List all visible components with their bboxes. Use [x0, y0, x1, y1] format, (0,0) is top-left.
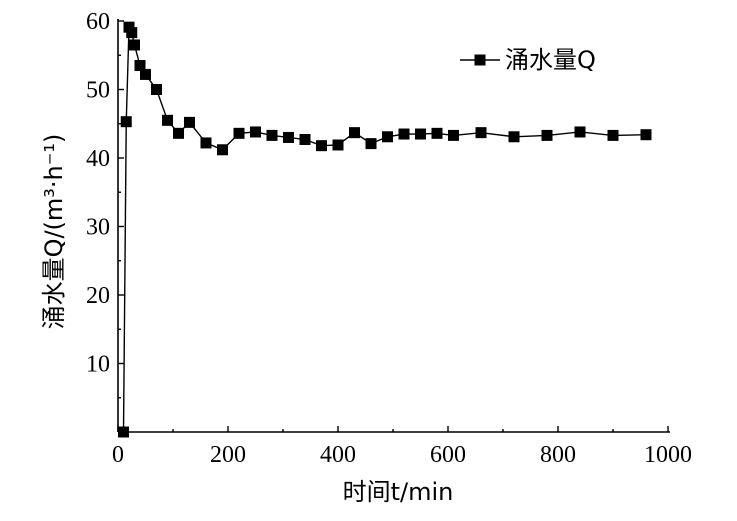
- legend-label: 涌水量Q: [505, 46, 596, 74]
- axes: [117, 19, 670, 433]
- y-tick-label-20: 20: [86, 283, 110, 309]
- y-tick-label-10: 10: [86, 352, 110, 378]
- data-point: [607, 129, 619, 141]
- data-point: [640, 129, 652, 141]
- data-point: [233, 127, 245, 139]
- x-tick-label-400: 400: [320, 442, 356, 468]
- x-tick-label-0: 0: [112, 442, 124, 468]
- data-point: [283, 131, 294, 143]
- x-tick-label-200: 200: [210, 442, 246, 468]
- ticks: 0 200 400 600 800 1000 10 20 30 40 50 60: [86, 9, 692, 468]
- data-point: [173, 127, 184, 139]
- data-point: [316, 140, 327, 152]
- data-point: [129, 39, 140, 51]
- data-point: [448, 129, 459, 141]
- data-point: [475, 127, 487, 139]
- data-point: [217, 144, 228, 156]
- data-point: [332, 139, 344, 151]
- data-point: [250, 126, 261, 138]
- data-point: [266, 129, 278, 141]
- data-point: [508, 131, 520, 143]
- legend-marker: [474, 54, 486, 66]
- data-point: [574, 126, 586, 138]
- data-point: [415, 128, 426, 140]
- data-point: [541, 129, 553, 141]
- data-point: [140, 68, 151, 80]
- y-tick-label-60: 60: [86, 9, 110, 35]
- x-axis-title: 时间t/min: [343, 478, 454, 506]
- data-point: [349, 127, 360, 139]
- data-point: [126, 27, 138, 39]
- x-tick-label-600: 600: [430, 442, 466, 468]
- data-point: [151, 84, 162, 95]
- data-point: [184, 116, 195, 128]
- y-tick-label-50: 50: [86, 78, 110, 104]
- data-point: [162, 114, 173, 126]
- y-tick-label-30: 30: [86, 215, 110, 241]
- data-point: [431, 127, 443, 139]
- data-point: [365, 138, 377, 150]
- data-point: [398, 128, 410, 140]
- y-axis-title: 涌水量Q/(m³·h⁻¹): [40, 134, 68, 330]
- data-point: [299, 134, 311, 146]
- x-tick-label-1000: 1000: [644, 442, 692, 468]
- data-point: [120, 116, 132, 128]
- data-point: [200, 137, 212, 149]
- data-point: [382, 131, 393, 143]
- series-line: [122, 26, 647, 433]
- series-layer: [118, 21, 652, 438]
- data-point: [134, 60, 146, 72]
- x-tick-label-800: 800: [540, 442, 576, 468]
- data-point: [118, 426, 129, 438]
- y-tick-label-40: 40: [86, 146, 110, 172]
- legend: 涌水量Q: [460, 46, 596, 74]
